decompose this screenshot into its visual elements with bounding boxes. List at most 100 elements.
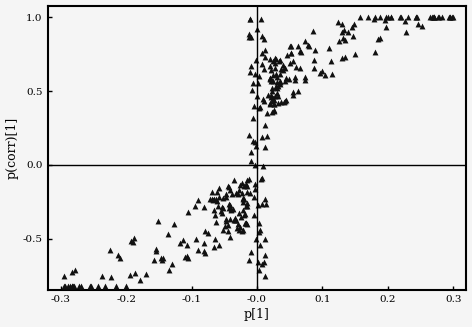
Point (76, 284, 83, 289)
Point (215, 242, 223, 248)
Point (245, 32, 253, 37)
Point (404, 15, 411, 20)
Point (240, 183, 248, 188)
Point (269, 109, 276, 114)
Point (214, 198, 221, 204)
Point (235, 222, 242, 227)
Point (266, 63, 274, 69)
Point (268, 78, 275, 83)
Point (243, 203, 250, 209)
Point (252, 57, 260, 62)
Point (239, 228, 247, 233)
Point (261, 98, 268, 103)
Point (384, 15, 392, 20)
Point (224, 223, 232, 228)
Point (259, 61, 266, 67)
Point (269, 72, 277, 77)
Point (226, 217, 234, 222)
Point (287, 50, 295, 56)
Point (349, 33, 357, 38)
Point (266, 56, 274, 61)
Point (270, 101, 278, 107)
Point (77, 284, 84, 289)
Point (244, 189, 251, 194)
Point (286, 77, 293, 82)
Point (280, 99, 288, 105)
Point (243, 201, 251, 206)
Point (256, 242, 263, 248)
Point (336, 38, 343, 43)
Point (164, 231, 172, 236)
Point (269, 78, 277, 84)
Point (244, 203, 251, 208)
Point (287, 51, 295, 56)
Point (237, 225, 244, 230)
Point (278, 99, 285, 105)
Point (69, 284, 77, 289)
Point (261, 47, 269, 53)
Point (261, 236, 269, 242)
Point (325, 45, 332, 50)
Point (247, 150, 255, 155)
Point (334, 19, 342, 25)
Point (245, 257, 253, 263)
Point (241, 212, 249, 217)
Point (251, 213, 258, 218)
Point (253, 26, 261, 31)
Point (271, 94, 279, 99)
Point (211, 237, 219, 242)
Point (264, 93, 271, 98)
Point (254, 202, 262, 207)
Point (271, 66, 278, 71)
Point (212, 196, 219, 201)
Point (241, 220, 249, 226)
Point (340, 35, 347, 41)
Point (258, 50, 266, 55)
Point (257, 177, 265, 182)
Point (376, 35, 384, 40)
Point (106, 247, 114, 252)
Point (225, 185, 233, 190)
Point (402, 29, 410, 35)
Point (246, 16, 254, 22)
Point (247, 34, 255, 40)
Point (228, 191, 236, 196)
Point (231, 217, 239, 222)
Point (282, 75, 290, 80)
Point (238, 191, 245, 196)
Point (259, 33, 266, 39)
Point (126, 272, 134, 278)
Point (251, 104, 258, 109)
Point (311, 57, 318, 62)
Point (260, 67, 268, 72)
Y-axis label: p(corr)[1]: p(corr)[1] (6, 117, 18, 179)
Point (273, 79, 281, 85)
Point (263, 111, 271, 116)
Point (60, 273, 68, 279)
Point (261, 55, 269, 60)
Point (256, 227, 263, 232)
Point (221, 224, 229, 229)
Point (316, 70, 323, 75)
Point (371, 15, 379, 20)
Point (268, 98, 276, 103)
Point (371, 49, 379, 54)
Point (430, 15, 438, 20)
Point (101, 284, 109, 289)
Point (297, 50, 305, 55)
Point (229, 207, 236, 212)
Point (340, 27, 347, 32)
Point (255, 106, 263, 111)
Point (249, 116, 257, 121)
Point (438, 15, 446, 20)
Point (239, 199, 247, 204)
Point (210, 197, 218, 202)
Point (296, 65, 304, 71)
Point (112, 284, 120, 289)
Point (256, 105, 263, 110)
Point (364, 15, 372, 20)
Point (215, 194, 223, 199)
Point (252, 144, 260, 149)
Point (279, 67, 287, 72)
Point (71, 267, 78, 273)
